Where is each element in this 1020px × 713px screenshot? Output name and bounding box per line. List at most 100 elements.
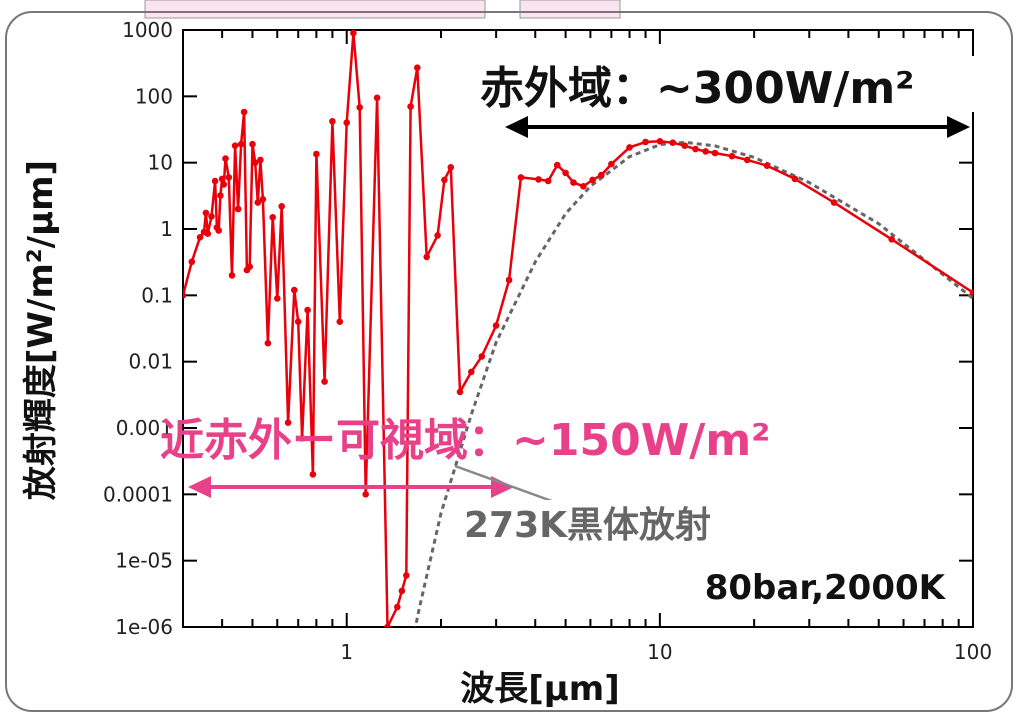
radiance-point <box>468 368 475 376</box>
radiance-point <box>246 263 253 271</box>
radiance-point <box>257 156 264 164</box>
infrared-label: 赤外域：~300W/m² <box>480 63 914 114</box>
radiance-point <box>373 94 381 102</box>
radiance-point <box>608 160 615 168</box>
radiance-point <box>434 232 441 239</box>
radiance-point <box>196 234 204 241</box>
radiance-point <box>553 161 561 169</box>
radiance-point <box>384 623 391 627</box>
radiance-point <box>888 236 895 243</box>
radiance-point <box>626 144 633 151</box>
radiance-point <box>398 587 406 595</box>
radiance-point <box>791 175 799 183</box>
radiance-point <box>505 276 513 284</box>
radiance-point <box>728 152 736 160</box>
radiance-point <box>356 104 364 111</box>
radiance-point <box>350 30 357 37</box>
y-tick-label: 1000 <box>122 18 173 42</box>
blackbody-series <box>413 140 973 627</box>
radiance-point <box>570 179 577 186</box>
radiance-point <box>294 318 302 326</box>
radiance-point <box>254 199 262 206</box>
radiance-point <box>220 181 228 188</box>
visible-label: 近赤外ー可視域：~150W/m² <box>160 415 770 466</box>
blackbody-line <box>413 140 973 627</box>
y-tick-label: 0.1 <box>141 283 173 307</box>
radiance-point <box>669 139 677 146</box>
radiance-point <box>642 138 649 146</box>
y-tick-label: 1e-06 <box>115 615 173 639</box>
radiance-series <box>183 30 973 627</box>
radiance-point <box>202 209 210 217</box>
radiance-point <box>217 192 224 199</box>
radiance-point <box>218 175 226 183</box>
radiance-point <box>274 295 281 302</box>
radiance-point <box>249 140 256 148</box>
radiance-point <box>222 155 229 162</box>
visible-annotation: 近赤外ー可視域：~150W/m² <box>160 415 770 498</box>
y-tick-label: 1 <box>160 217 173 241</box>
radiance-point <box>763 162 771 169</box>
radiance-point <box>681 142 688 149</box>
radiance-point <box>394 603 401 611</box>
radiance-point <box>589 176 596 184</box>
radiance-point <box>414 64 421 71</box>
condition-label: 80bar,2000K <box>705 568 947 608</box>
radiance-point <box>211 177 219 185</box>
radiance-point <box>204 230 212 237</box>
radiance-point <box>702 148 709 155</box>
x-tick-labels: 1 10 100 <box>340 640 992 664</box>
x-axis-label: 波長[μm] <box>460 669 620 709</box>
radiance-point <box>598 171 605 179</box>
radiance-point <box>251 159 259 166</box>
radiance-point <box>231 142 239 149</box>
radiance-point <box>208 213 215 220</box>
radiance-line <box>183 31 973 627</box>
radiance-point <box>830 199 838 206</box>
radiance-point <box>278 203 286 210</box>
radiance-point <box>228 272 236 279</box>
radiance-point <box>535 176 542 183</box>
radiance-point <box>234 205 242 213</box>
radiance-point <box>562 169 569 177</box>
x-tick-label: 1 <box>340 640 353 664</box>
radiance-point <box>188 258 196 266</box>
radiance-point <box>492 322 500 329</box>
radiance-point <box>362 491 370 498</box>
radiance-point <box>580 183 587 190</box>
y-tick-label: 10 <box>148 151 173 175</box>
radiance-point <box>656 138 664 145</box>
radiance-point <box>711 149 719 157</box>
axis-ticks <box>182 29 974 628</box>
radiance-point <box>517 174 525 181</box>
y-tick-label: 1e-05 <box>115 549 173 573</box>
radiance-point <box>441 176 448 184</box>
slide-decoration <box>5 0 1013 712</box>
radiance-point <box>407 103 414 110</box>
y-tick-label: 0.0001 <box>103 482 173 506</box>
radiance-point <box>259 196 267 203</box>
radiance-point <box>478 353 486 360</box>
radiance-point <box>343 119 351 126</box>
radiance-point <box>304 306 311 314</box>
radiance-point <box>215 227 222 234</box>
x-tick-label: 10 <box>647 640 672 664</box>
radiance-point <box>240 108 248 116</box>
radiance-point <box>403 572 410 579</box>
radiance-point <box>269 214 277 221</box>
y-tick-label: 0.001 <box>116 416 173 440</box>
radiance-point <box>456 388 464 396</box>
x-tick-label: 100 <box>954 640 992 664</box>
radiance-point <box>969 289 973 296</box>
radiance-point <box>291 286 298 294</box>
radiance-point <box>447 164 455 171</box>
radiance-point <box>692 145 699 153</box>
blackbody-annotation: 273K黒体放射 <box>454 464 772 546</box>
radiance-point <box>309 471 317 478</box>
radiance-point <box>743 156 751 164</box>
radiance-point <box>298 435 306 442</box>
y-tick-label: 100 <box>135 84 173 108</box>
radiance-point <box>544 177 552 185</box>
radiance-point <box>264 339 272 347</box>
